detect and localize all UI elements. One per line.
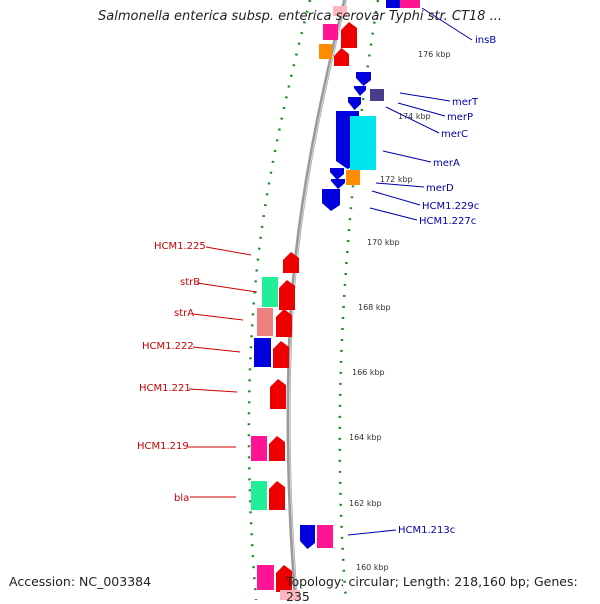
gene-hcm1-219-red [269,436,285,461]
gene-bla-red [269,481,285,510]
gene-hcm1-225 [283,252,299,273]
gene-merC-slate [370,89,384,101]
gene-bla-green [251,481,267,510]
gene-merD-orange [346,170,360,185]
label-merT: merT [452,97,479,108]
gene-mer-small [348,97,361,110]
gene-strA-salmon [257,308,273,336]
backbone-arc-highlight [289,0,347,600]
gene-top-red-b [334,48,349,66]
leader-merC [385,106,440,134]
label-insB: insB [475,35,496,46]
label-hcm1-229c: HCM1.229c [422,201,479,212]
gene-hcm1-222-blue [254,338,271,367]
tick-160: 160 kbp [356,563,389,572]
gene-top-red-a [341,22,357,48]
leader-hcm1-229c [371,190,421,206]
kbp-ticks: 176 kbp 174 kbp 172 kbp 170 kbp 168 kbp … [349,50,451,572]
leader-merD [375,182,425,188]
gene-insB-pink [400,0,420,8]
leader-insB [421,7,473,41]
leader-hcm1-227c [369,207,418,221]
gene-strB-red [279,280,295,310]
label-merP: merP [447,112,473,123]
label-bla: bla [174,493,189,504]
gene-hcm1-222-red [273,341,289,368]
gene-merT [356,72,371,86]
leader-hcm1-213c [347,529,397,536]
gene-strA-red [276,309,292,337]
backbone-arc [286,0,347,600]
label-hcm1-219: HCM1.219 [137,441,189,452]
gene-hcm1-229c-b [331,179,345,189]
leader-hcm1-225 [205,246,252,256]
gene-top-pink-light [333,6,347,16]
gene-top-pink [323,24,338,40]
label-hcm1-222: HCM1.222 [142,341,194,352]
gene-insB-blue [386,0,400,8]
label-strA: strA [174,308,194,319]
label-hcm1-225: HCM1.225 [154,241,206,252]
gene-top-orange [319,44,332,59]
label-hcm1-213c: HCM1.213c [398,525,455,536]
gene-merA-cyan [350,116,376,170]
gene-strB-green [262,277,278,307]
left-gene-labels: HCM1.225 strB strA HCM1.222 HCM1.221 HCM… [137,241,206,504]
label-strB: strB [180,277,200,288]
label-leaders [188,7,473,536]
gene-features [251,0,420,600]
gene-bottom-pink [257,565,274,590]
gene-hcm1-227c [322,189,340,211]
gene-merP [354,86,366,96]
tick-164: 164 kbp [349,433,382,442]
leader-merA [382,150,432,163]
label-merD: merD [426,183,454,194]
right-gene-labels: insB merT merP merC merA merD HCM1.229c … [398,35,496,536]
gene-hcm1-229c [330,168,344,180]
gene-bottom-pink-light [280,590,300,600]
leader-merP [397,102,446,117]
label-merC: merC [441,129,468,140]
leader-strB [196,282,258,293]
gene-hcm1-213c-blue [300,525,315,549]
accession-text: Accession: NC_003384 [9,574,152,589]
gene-hcm1-213c-pink [317,525,333,548]
gene-hcm1-221 [270,379,286,409]
leader-hcm1-222 [192,346,241,353]
tick-174: 174 kbp [398,112,431,121]
inner-tick-ring [338,0,380,600]
map-title: Salmonella enterica subsp. enterica sero… [98,9,502,24]
tick-176: 176 kbp [418,50,451,59]
tick-162: 162 kbp [349,499,382,508]
tick-166: 166 kbp [352,368,385,377]
tick-168: 168 kbp [358,303,391,312]
gene-hcm1-219-pink [251,436,267,461]
gene-bottom-red [276,565,292,592]
leader-merT [399,92,451,102]
tick-170: 170 kbp [367,238,400,247]
tick-172: 172 kbp [380,175,413,184]
leader-hcm1-221 [188,388,238,393]
label-hcm1-221: HCM1.221 [139,383,191,394]
label-hcm1-227c: HCM1.227c [419,216,476,227]
leader-strA [192,313,244,321]
label-merA: merA [433,158,460,169]
